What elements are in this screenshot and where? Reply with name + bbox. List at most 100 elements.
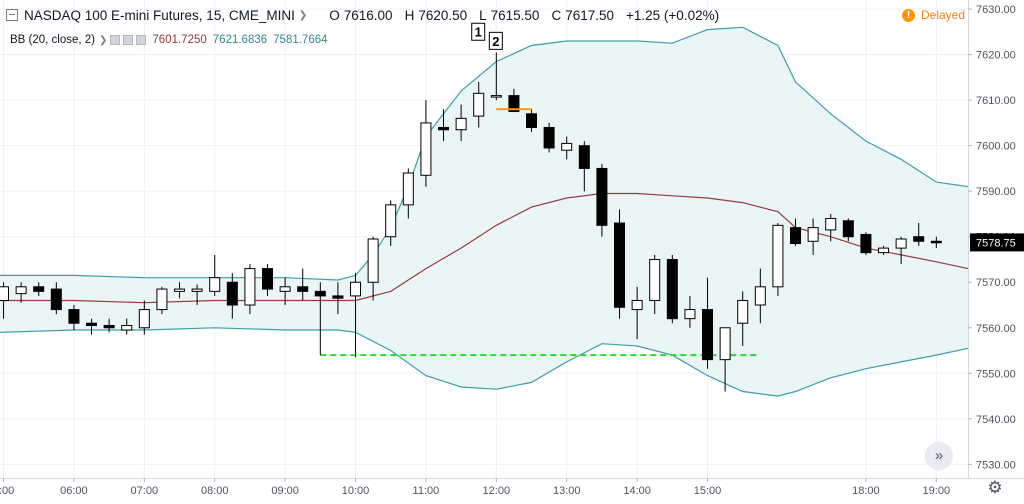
- candle-body-up: [350, 281, 362, 297]
- y-tick-label: 7540.00: [976, 414, 1016, 426]
- chevron-down-icon[interactable]: ❯: [99, 34, 108, 46]
- candle: [578, 141, 590, 192]
- y-tick-label: 7530.00: [976, 459, 1016, 471]
- candle-body-up: [825, 218, 837, 231]
- candle: [473, 81, 485, 128]
- delayed-label: Delayed: [921, 8, 966, 22]
- candle-body-down: [702, 309, 714, 361]
- close-label: C: [551, 7, 562, 23]
- x-tick-label: 08:00: [201, 485, 229, 497]
- x-tick-label: 09:00: [271, 485, 299, 497]
- candle: [279, 277, 291, 306]
- candle-body-down: [913, 236, 925, 242]
- candle: [50, 282, 62, 315]
- y-tick-label: 7620.00: [976, 50, 1016, 62]
- low-value: 7615.50: [490, 7, 540, 23]
- settings-icon[interactable]: [123, 35, 134, 45]
- candle-body-down: [50, 288, 62, 311]
- candle-body-up: [649, 258, 661, 301]
- indicator-legend: BB (20, close, 2) ❯ 7601.7250 7621.6836 …: [10, 32, 328, 48]
- candle: [438, 109, 450, 142]
- candle: [754, 268, 766, 324]
- eye-icon[interactable]: [110, 35, 121, 45]
- collapse-icon[interactable]: [6, 9, 18, 21]
- x-tick-label: 14:00: [623, 485, 651, 497]
- candle: [913, 223, 925, 246]
- candle-body-down: [790, 227, 802, 245]
- x-tick-label: 19:00: [923, 485, 951, 497]
- candle: [702, 277, 714, 369]
- chevron-down-icon[interactable]: ❯: [298, 9, 308, 21]
- candle-body-down: [860, 233, 872, 254]
- candle-body-down: [332, 295, 344, 299]
- upper-value: 7621.6836: [212, 34, 268, 46]
- last-price-tag: [970, 233, 1024, 252]
- annotation-box: [488, 31, 503, 50]
- x-tick-label: 11:00: [413, 485, 440, 497]
- x-tick-label: 12:00: [483, 485, 511, 497]
- candle: [825, 213, 837, 242]
- candle-body-down: [614, 222, 626, 308]
- candle: [15, 282, 27, 303]
- candle: [138, 300, 150, 335]
- candle: [103, 318, 115, 333]
- indicator-name[interactable]: BB (20, close, 2): [10, 34, 96, 46]
- candle: [666, 254, 678, 324]
- candle: [86, 318, 98, 335]
- ohlc-values: O 7616.00 H 7620.50 L 7615.50 C 7617.50 +1.2…: [329, 8, 727, 23]
- y-tick-label: 7590.00: [976, 186, 1016, 198]
- candle-body-up: [895, 238, 907, 249]
- bb-basis-line: [0, 192, 969, 304]
- candle-body-up: [174, 288, 186, 292]
- candle: [878, 245, 890, 255]
- candle: [684, 295, 696, 328]
- candle-body-down: [68, 309, 80, 324]
- annotation-label: 1: [475, 25, 482, 40]
- candle-body-up: [719, 327, 731, 361]
- candle-body-up: [191, 288, 203, 292]
- candle-body-up: [455, 117, 467, 131]
- candle-body-down: [297, 286, 309, 292]
- y-tick-label: 7570.00: [976, 277, 1016, 289]
- candle: [807, 218, 819, 255]
- y-tick-label: 7630.00: [976, 4, 1016, 16]
- warning-icon: !: [902, 8, 915, 22]
- candle: [596, 163, 608, 237]
- x-tick-label: 07:00: [131, 485, 159, 497]
- candle-body-up: [385, 204, 397, 238]
- candle-body-down: [314, 290, 326, 297]
- y-tick-label: 7610.00: [976, 95, 1016, 107]
- remove-icon[interactable]: [136, 35, 147, 45]
- candle: [33, 282, 45, 296]
- high-label: H: [404, 7, 415, 23]
- candle-body-down: [262, 268, 274, 290]
- candle-body-up: [209, 277, 221, 292]
- annotation-label: 2: [492, 34, 499, 49]
- candle-body-down: [842, 220, 854, 238]
- x-tick-label: 15:00: [694, 485, 722, 497]
- candle-body-up: [156, 288, 168, 311]
- candle: [455, 104, 467, 142]
- candle: [332, 282, 344, 315]
- open-value: 7616.00: [343, 7, 393, 23]
- candle: [262, 264, 274, 296]
- candle-body-up: [561, 142, 573, 151]
- candle: [631, 286, 643, 340]
- x-tick-label: 13:00: [553, 485, 581, 497]
- candle-body-up: [15, 286, 27, 295]
- candle: [174, 282, 186, 299]
- candle-body-up: [490, 95, 502, 98]
- lower-value: 7581.7664: [273, 34, 328, 46]
- candle-body-up: [279, 286, 291, 292]
- candle: [930, 236, 942, 249]
- candle-body-down: [543, 126, 555, 149]
- gear-icon[interactable]: ⚙: [987, 478, 1003, 497]
- x-tick-label: 06:00: [60, 485, 88, 497]
- delayed-badge[interactable]: ! Delayed: [902, 8, 965, 22]
- candle-body-up: [772, 224, 784, 288]
- scroll-to-realtime-button[interactable]: »: [925, 442, 953, 470]
- symbol-label[interactable]: NASDAQ 100 E-mini Futures, 15, CME_MINI: [24, 7, 295, 23]
- candle-body-down: [666, 258, 678, 320]
- candle: [121, 318, 133, 335]
